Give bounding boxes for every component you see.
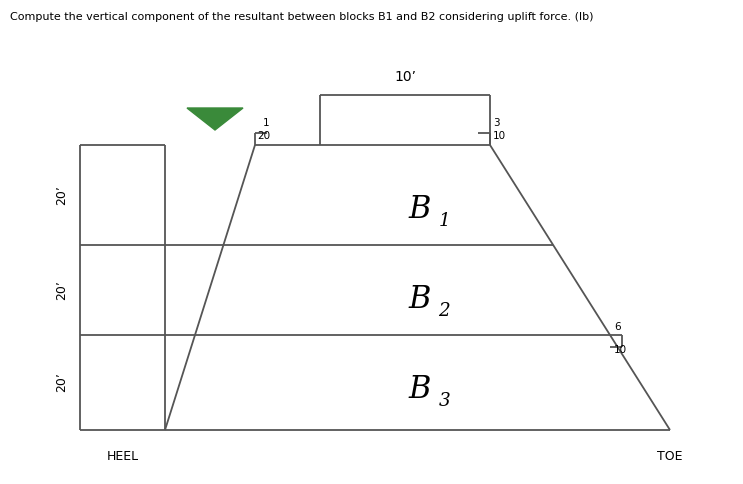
Text: 20’: 20’ bbox=[56, 280, 68, 300]
Text: 6: 6 bbox=[614, 322, 620, 332]
Text: 20’: 20’ bbox=[56, 373, 68, 393]
Text: B: B bbox=[409, 285, 431, 316]
Text: 10: 10 bbox=[614, 345, 627, 355]
Text: 20’: 20’ bbox=[56, 185, 68, 205]
Text: 1: 1 bbox=[438, 212, 450, 230]
Text: 2: 2 bbox=[438, 302, 450, 320]
Polygon shape bbox=[187, 108, 243, 130]
Text: 1: 1 bbox=[263, 118, 270, 128]
Text: 20: 20 bbox=[257, 131, 270, 141]
Text: TOE: TOE bbox=[658, 450, 683, 463]
Text: 3: 3 bbox=[438, 392, 450, 410]
Text: 10’: 10’ bbox=[394, 70, 416, 84]
Text: Compute the vertical component of the resultant between blocks B1 and B2 conside: Compute the vertical component of the re… bbox=[10, 12, 594, 22]
Text: 10: 10 bbox=[493, 131, 506, 141]
Text: B: B bbox=[409, 375, 431, 406]
Text: 3: 3 bbox=[493, 118, 499, 128]
Text: B: B bbox=[409, 195, 431, 226]
Text: HEEL: HEEL bbox=[106, 450, 138, 463]
